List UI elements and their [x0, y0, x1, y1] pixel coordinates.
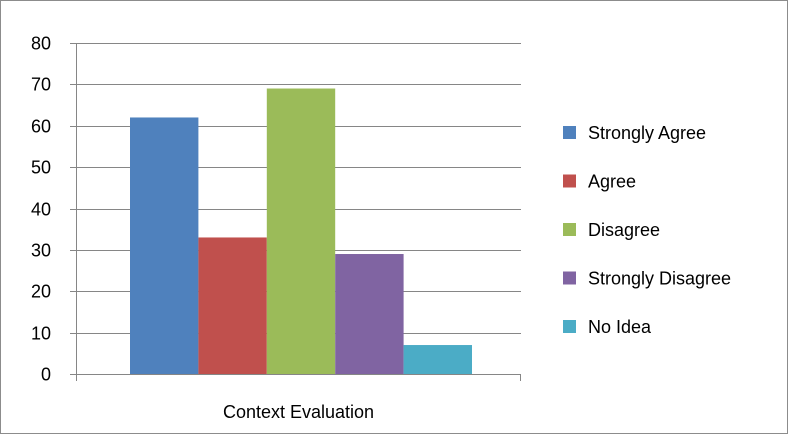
legend-label-strongly-disagree: Strongly Disagree — [588, 269, 731, 289]
legend-label-no-idea: No Idea — [588, 317, 652, 337]
x-axis-labels: Context Evaluation — [223, 402, 374, 422]
y-tick-label-70: 70 — [31, 75, 51, 95]
y-tick-label-30: 30 — [31, 241, 51, 261]
legend-label-disagree: Disagree — [588, 220, 660, 240]
legend-swatch-disagree — [563, 223, 576, 236]
legend-swatch-strongly-disagree — [563, 271, 576, 285]
x-category-label: Context Evaluation — [223, 402, 374, 422]
bar-no-idea — [403, 345, 472, 374]
bar-agree — [198, 237, 267, 374]
y-axis-ticks: 0 10 20 30 40 50 60 70 80 — [31, 34, 76, 385]
axes — [76, 43, 521, 381]
legend-swatch-strongly-agree — [563, 126, 576, 139]
bar-disagree — [266, 88, 336, 374]
y-tick-label-20: 20 — [31, 282, 51, 302]
legend-swatch-agree — [563, 174, 576, 188]
bar-strongly-agree — [130, 117, 199, 374]
y-tick-label-50: 50 — [31, 158, 51, 178]
legend-label-strongly-agree: Strongly Agree — [588, 123, 706, 143]
y-tick-label-40: 40 — [31, 200, 51, 220]
bars — [130, 88, 472, 374]
legend-label-agree: Agree — [588, 172, 636, 192]
bar-strongly-disagree — [335, 254, 404, 374]
y-tick-label-10: 10 — [31, 324, 51, 344]
y-tick-label-60: 60 — [31, 117, 51, 137]
legend: Strongly Agree Agree Disagree Strongly Disa… — [563, 123, 731, 337]
y-tick-label-80: 80 — [31, 34, 51, 54]
legend-swatch-no-idea — [563, 320, 576, 333]
y-tick-label-0: 0 — [41, 365, 51, 385]
